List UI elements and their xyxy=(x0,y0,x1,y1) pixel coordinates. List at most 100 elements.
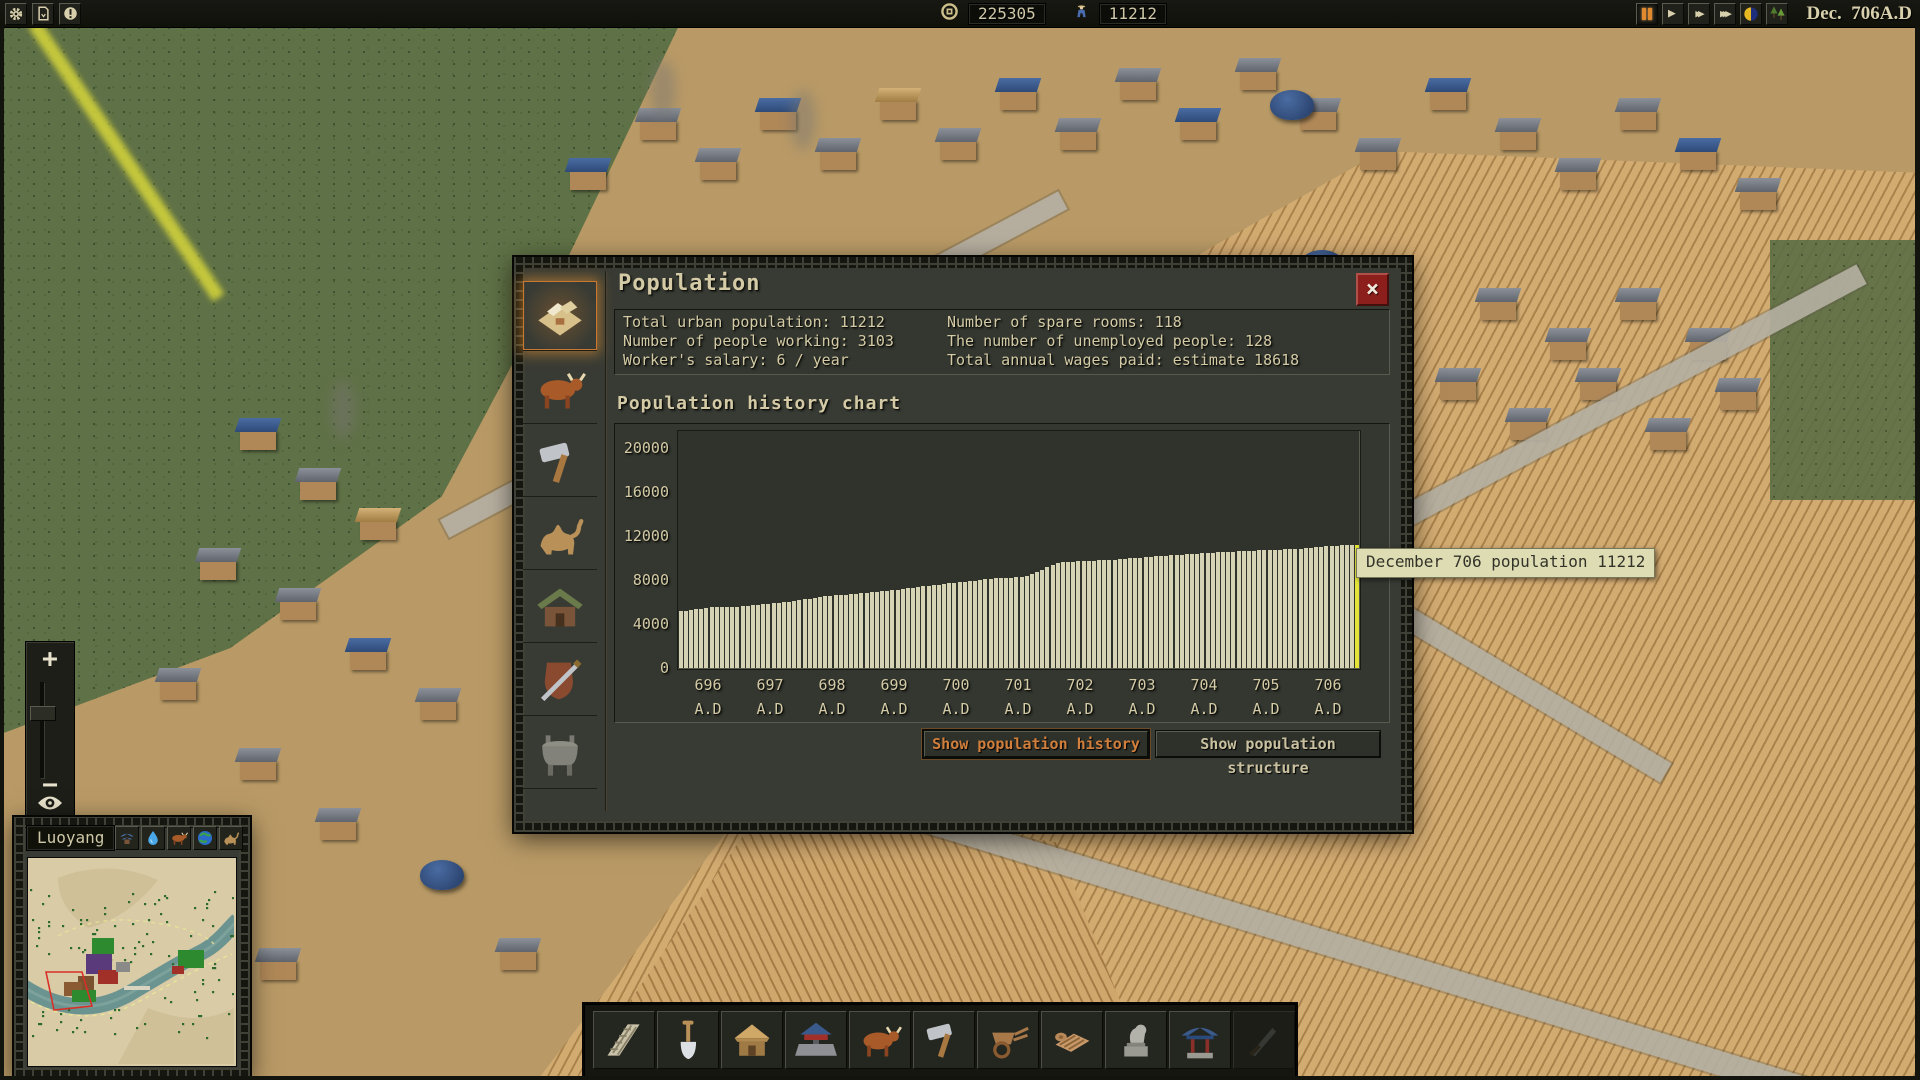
button-show-population-history[interactable]: Show population history xyxy=(924,731,1148,757)
sidebar-tab-livestock[interactable] xyxy=(523,354,597,424)
chart-bar[interactable] xyxy=(1122,559,1127,668)
chart-bar[interactable] xyxy=(1091,561,1096,668)
chart-bar[interactable] xyxy=(998,578,1003,668)
chart-bar[interactable] xyxy=(926,586,931,668)
chart-bar[interactable] xyxy=(1190,554,1195,668)
sidebar-tab-trade[interactable] xyxy=(523,500,597,570)
toolbar-government-button[interactable] xyxy=(1105,1011,1167,1069)
chart-bar[interactable] xyxy=(1066,562,1071,668)
chart-bar[interactable] xyxy=(1024,576,1029,668)
chart-bar[interactable] xyxy=(678,611,683,668)
chart-bar[interactable] xyxy=(1319,547,1324,668)
chart-bar[interactable] xyxy=(1117,559,1122,668)
chart-bar[interactable] xyxy=(967,581,972,668)
chart-bar[interactable] xyxy=(1231,552,1236,668)
zoom-slider-handle[interactable] xyxy=(30,706,56,721)
chart-bar[interactable] xyxy=(911,588,916,668)
chart-bar[interactable] xyxy=(1334,546,1339,668)
chart-bar[interactable] xyxy=(1138,558,1143,668)
chart-bar[interactable] xyxy=(895,590,900,668)
chart-bar[interactable] xyxy=(1298,549,1303,668)
toolbar-clear-land-button[interactable] xyxy=(657,1011,719,1069)
chart-bar[interactable] xyxy=(885,591,890,668)
chart-bar[interactable] xyxy=(730,607,735,668)
toolbar-housing-button[interactable] xyxy=(721,1011,783,1069)
fast-forward-button[interactable]: ▶▶ xyxy=(1688,2,1711,25)
chart-bar[interactable] xyxy=(714,607,719,668)
chart-bar[interactable] xyxy=(1221,552,1226,668)
chart-bar[interactable] xyxy=(1004,578,1009,668)
chart-bar[interactable] xyxy=(864,593,869,668)
chart-bar[interactable] xyxy=(1210,553,1215,668)
chart-bar[interactable] xyxy=(709,607,714,668)
chart-bar[interactable] xyxy=(1262,550,1267,668)
chart-bar[interactable] xyxy=(1293,549,1298,668)
chart-bar[interactable] xyxy=(704,608,709,668)
chart-bar[interactable] xyxy=(1055,563,1060,668)
chart-bar[interactable] xyxy=(1045,567,1050,668)
chart-bar[interactable] xyxy=(1060,562,1065,668)
sidebar-tab-population[interactable] xyxy=(523,281,597,351)
chart-bar[interactable] xyxy=(1283,549,1288,668)
chart-bar[interactable] xyxy=(849,594,854,668)
chart-bar[interactable] xyxy=(993,578,998,668)
chart-bar[interactable] xyxy=(1200,553,1205,668)
chart-bar[interactable] xyxy=(1236,551,1241,668)
chart-bar[interactable] xyxy=(766,604,771,668)
chart-bar[interactable] xyxy=(1345,545,1350,668)
zoom-slider-track[interactable] xyxy=(40,682,44,778)
trade-overlay-button[interactable] xyxy=(219,826,244,850)
chart-bar[interactable] xyxy=(957,582,962,668)
chart-bar[interactable] xyxy=(1288,549,1293,668)
pause-button[interactable] xyxy=(1636,2,1659,25)
chart-bar[interactable] xyxy=(900,589,905,668)
chart-bar[interactable] xyxy=(1355,545,1360,668)
chart-bar[interactable] xyxy=(1169,555,1174,668)
chart-bar[interactable] xyxy=(1324,546,1329,668)
eye-icon[interactable] xyxy=(37,794,63,812)
chart-bar[interactable] xyxy=(807,599,812,668)
chart-bar[interactable] xyxy=(1184,554,1189,668)
toolbar-industry-button[interactable] xyxy=(913,1011,975,1069)
chart-bar[interactable] xyxy=(828,596,833,668)
chart-bar[interactable] xyxy=(1014,577,1019,668)
chart-bar[interactable] xyxy=(880,591,885,668)
chart-bar[interactable] xyxy=(1164,556,1169,668)
chart-bar[interactable] xyxy=(1350,545,1355,668)
chart-bar[interactable] xyxy=(1148,557,1153,668)
buildings-overlay-button[interactable] xyxy=(115,826,140,850)
chart-bar[interactable] xyxy=(1215,552,1220,668)
chart-bar[interactable] xyxy=(750,605,755,668)
toolbar-road-button[interactable] xyxy=(593,1011,655,1069)
save-load-button[interactable] xyxy=(32,2,54,25)
water-overlay-button[interactable] xyxy=(141,826,166,850)
chart-bar[interactable] xyxy=(1277,550,1282,668)
chart-bar[interactable] xyxy=(725,607,730,668)
toolbar-goods-button[interactable] xyxy=(1041,1011,1103,1069)
chart-bar[interactable] xyxy=(1071,562,1076,668)
chart-bar[interactable] xyxy=(776,603,781,668)
livestock-overlay-button[interactable] xyxy=(167,826,192,850)
sidebar-tab-buildings[interactable] xyxy=(523,573,597,643)
chart-bar[interactable] xyxy=(740,606,745,668)
chart-bar[interactable] xyxy=(1241,551,1246,668)
chart-bar[interactable] xyxy=(1097,560,1102,668)
chart-bar[interactable] xyxy=(869,592,874,668)
toolbar-distribution-button[interactable] xyxy=(977,1011,1039,1069)
chart-bar[interactable] xyxy=(1252,551,1257,668)
chart-bar[interactable] xyxy=(1035,572,1040,668)
chart-bar[interactable] xyxy=(1257,550,1262,668)
chart-bar[interactable] xyxy=(1040,570,1045,668)
chart-bar[interactable] xyxy=(1314,547,1319,668)
chart-bar[interactable] xyxy=(931,585,936,668)
chart-bar[interactable] xyxy=(1205,553,1210,668)
toolbar-military-button[interactable] xyxy=(1233,1011,1295,1069)
chart-bar[interactable] xyxy=(694,609,699,668)
chart-bar[interactable] xyxy=(952,583,957,668)
chart-bar[interactable] xyxy=(890,590,895,668)
sidebar-tab-military[interactable] xyxy=(523,646,597,716)
close-button[interactable]: × xyxy=(1356,273,1389,306)
chart-bar[interactable] xyxy=(735,607,740,668)
chart-bar[interactable] xyxy=(838,595,843,668)
chart-bar[interactable] xyxy=(1107,560,1112,668)
